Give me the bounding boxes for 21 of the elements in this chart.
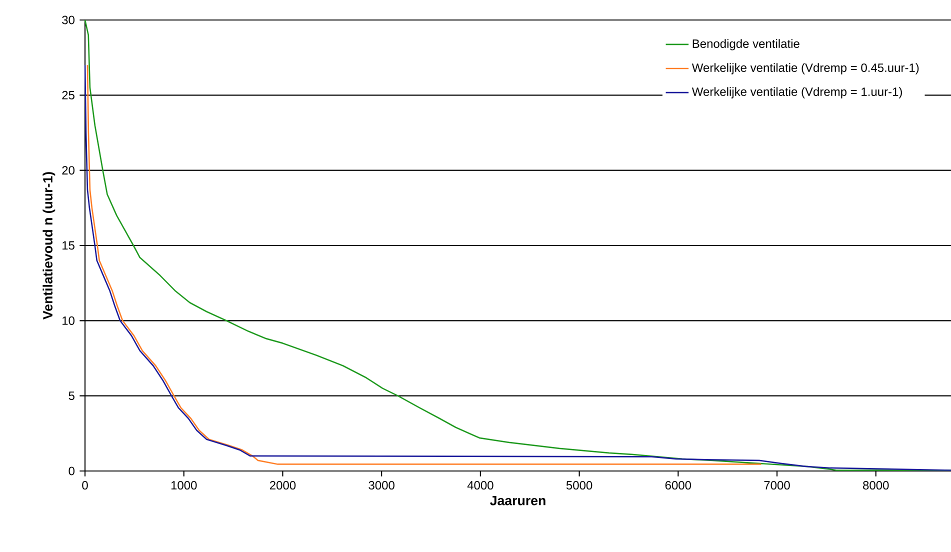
legend-label: Benodigde ventilatie [692, 39, 800, 50]
legend-label: Werkelijke ventilatie (Vdremp = 1.uur-1) [692, 87, 902, 98]
y-tick-label: 0 [68, 466, 74, 476]
x-tick-label: 6000 [665, 481, 692, 490]
y-tick-label: 20 [62, 166, 74, 175]
y-axis-title: Ventilatievoud n (uur-1) [42, 172, 56, 320]
x-tick-label: 3000 [368, 481, 394, 490]
y-tick-label: 15 [62, 241, 74, 250]
x-axis-title: Jaaruren [490, 496, 546, 506]
x-tick-label: 2000 [270, 481, 296, 490]
y-tick-label: 30 [62, 16, 74, 24]
x-tick-label: 8000 [863, 481, 889, 490]
x-tick-label: 0 [82, 481, 88, 490]
y-tick-label: 5 [68, 392, 74, 400]
x-tick-label: 4000 [467, 481, 494, 490]
legend-label: Werkelijke ventilatie (Vdremp = 0.45.uur-1) [692, 63, 919, 74]
x-tick-label: 1000 [171, 481, 197, 490]
x-tick-label: 5000 [566, 481, 592, 490]
y-tick-label: 10 [62, 316, 74, 325]
y-tick-label: 25 [62, 90, 74, 100]
x-tick-label: 7000 [764, 481, 790, 490]
